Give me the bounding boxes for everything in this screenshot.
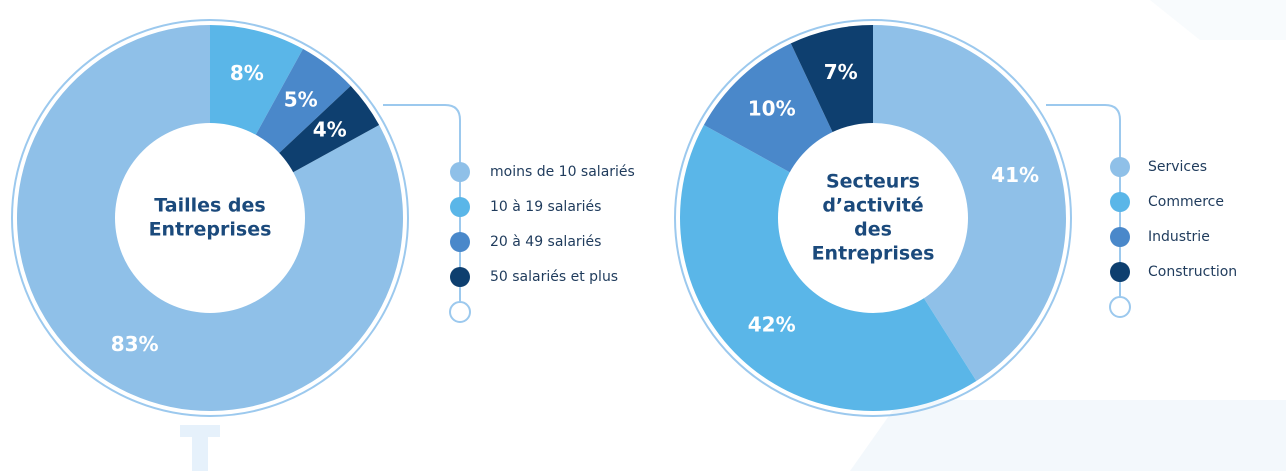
center-title: Entreprises <box>149 219 272 241</box>
legend-marker <box>450 232 470 252</box>
slice-label: 41% <box>991 163 1039 187</box>
donut-hole <box>115 123 305 313</box>
legend-marker <box>450 162 470 182</box>
slice-label: 42% <box>748 312 796 336</box>
center-title: des <box>854 219 892 241</box>
slice-label: 5% <box>284 88 318 112</box>
legend-label: Industrie <box>1148 229 1210 245</box>
slice-label: 83% <box>111 332 159 356</box>
slice-label: 10% <box>748 97 796 121</box>
legend-marker <box>1110 192 1130 212</box>
outer-ring <box>11 19 409 417</box>
center-title: Secteurs <box>826 171 920 193</box>
legend-label: 20 à 49 salariés <box>490 234 601 250</box>
slice-label: 7% <box>824 60 858 84</box>
center-title: Tailles des <box>154 195 265 217</box>
legend-label: Services <box>1148 159 1207 175</box>
legend-marker <box>450 197 470 217</box>
slice-label: 4% <box>313 118 347 142</box>
legend-end <box>449 301 471 323</box>
legend-connector <box>1046 104 1121 297</box>
center-title: d’activité <box>822 195 923 217</box>
legend-label: 10 à 19 salariés <box>490 199 601 215</box>
legend-label: 50 salariés et plus <box>490 269 618 285</box>
legend-marker <box>450 267 470 287</box>
legend-label: moins de 10 salariés <box>490 164 635 180</box>
legend-label: Construction <box>1148 264 1237 280</box>
legend-marker <box>1110 227 1130 247</box>
center-title: Entreprises <box>812 243 935 265</box>
slice-label: 8% <box>230 61 264 85</box>
donut-hole <box>778 123 968 313</box>
background-decoration <box>180 0 1286 471</box>
outer-ring <box>674 19 1072 417</box>
legend-label: Commerce <box>1148 194 1224 210</box>
legend-marker <box>1110 157 1130 177</box>
legend-marker <box>1110 262 1130 282</box>
legend-connector <box>383 104 461 302</box>
legend-end <box>1109 296 1131 318</box>
